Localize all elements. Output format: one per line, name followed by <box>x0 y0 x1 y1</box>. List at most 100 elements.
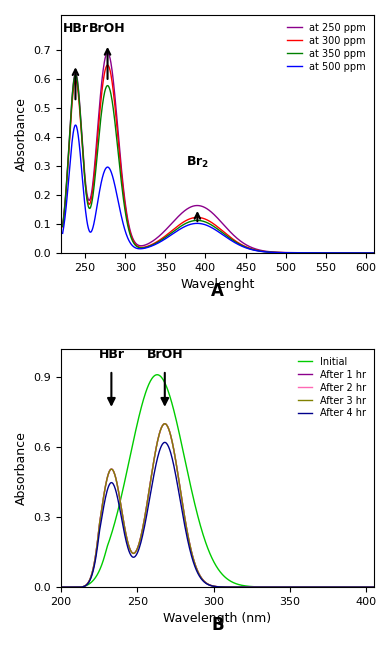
Text: HBr: HBr <box>98 348 124 361</box>
After 2 hr <box>201 576 205 584</box>
at 500 ppm <box>250 246 254 254</box>
at 350 ppm <box>73 71 78 79</box>
Line: After 1 hr: After 1 hr <box>61 424 374 587</box>
After 3 hr <box>201 576 205 584</box>
at 250 ppm <box>297 249 301 256</box>
Line: at 300 ppm: at 300 ppm <box>63 65 374 253</box>
at 350 ppm <box>241 243 246 251</box>
After 3 hr <box>295 583 299 591</box>
Legend: at 250 ppm, at 300 ppm, at 350 ppm, at 500 ppm: at 250 ppm, at 300 ppm, at 350 ppm, at 5… <box>284 20 369 75</box>
at 350 ppm <box>259 247 264 255</box>
After 4 hr <box>372 583 376 591</box>
Initial <box>243 582 248 590</box>
at 500 ppm <box>241 243 246 251</box>
Line: at 350 ppm: at 350 ppm <box>63 75 374 253</box>
at 350 ppm <box>372 249 376 257</box>
Legend: Initial, After 1 hr, After 2 hr, After 3 hr, After 4 hr: Initial, After 1 hr, After 2 hr, After 3… <box>295 354 369 421</box>
After 3 hr <box>114 477 119 485</box>
at 500 ppm <box>60 229 65 237</box>
at 350 ppm <box>297 249 301 256</box>
After 1 hr <box>372 583 376 591</box>
After 3 hr <box>139 530 144 538</box>
at 350 ppm <box>80 138 84 146</box>
Line: After 2 hr: After 2 hr <box>61 424 374 587</box>
at 250 ppm <box>372 249 376 257</box>
Text: BrOH: BrOH <box>147 348 183 361</box>
After 1 hr <box>139 530 144 538</box>
at 350 ppm <box>250 245 254 253</box>
at 250 ppm <box>250 244 254 252</box>
After 2 hr <box>295 583 299 591</box>
After 3 hr <box>372 583 376 591</box>
at 500 ppm <box>328 249 333 257</box>
at 300 ppm <box>241 242 246 250</box>
at 300 ppm <box>372 249 376 257</box>
at 300 ppm <box>60 223 65 231</box>
at 250 ppm <box>60 221 65 229</box>
at 500 ppm <box>372 249 376 257</box>
After 4 hr <box>243 583 248 591</box>
at 500 ppm <box>73 121 78 129</box>
at 350 ppm <box>60 222 65 230</box>
After 2 hr <box>372 583 376 591</box>
After 2 hr <box>59 583 64 591</box>
After 2 hr <box>114 477 119 485</box>
at 500 ppm <box>259 247 264 255</box>
at 300 ppm <box>259 247 264 255</box>
at 300 ppm <box>79 134 84 142</box>
X-axis label: Wavelength (nm): Wavelength (nm) <box>163 612 272 625</box>
at 250 ppm <box>105 49 110 57</box>
After 3 hr <box>59 583 64 591</box>
After 2 hr <box>139 530 144 538</box>
at 350 ppm <box>328 249 333 257</box>
Y-axis label: Absorbance: Absorbance <box>15 431 28 505</box>
After 1 hr <box>163 420 167 428</box>
Line: at 500 ppm: at 500 ppm <box>63 125 374 253</box>
After 2 hr <box>243 583 248 591</box>
at 300 ppm <box>297 249 301 256</box>
After 4 hr <box>201 577 205 585</box>
at 250 ppm <box>259 247 264 254</box>
Line: After 4 hr: After 4 hr <box>61 442 374 587</box>
at 250 ppm <box>328 249 333 256</box>
After 4 hr <box>163 438 167 446</box>
After 3 hr <box>243 583 248 591</box>
Initial <box>139 403 144 410</box>
at 300 ppm <box>105 61 110 69</box>
at 500 ppm <box>297 249 301 257</box>
Initial <box>372 583 376 591</box>
After 4 hr <box>114 489 119 497</box>
Text: $\mathbf{Br_2}$: $\mathbf{Br_2}$ <box>186 155 209 171</box>
Initial <box>155 371 160 379</box>
at 250 ppm <box>79 130 84 137</box>
After 1 hr <box>59 583 64 591</box>
Text: BrOH: BrOH <box>89 22 126 35</box>
After 2 hr <box>163 420 167 428</box>
at 500 ppm <box>80 171 84 179</box>
Line: After 3 hr: After 3 hr <box>61 424 374 587</box>
After 3 hr <box>163 420 167 428</box>
Initial <box>295 583 299 591</box>
at 300 ppm <box>250 245 254 253</box>
Initial <box>114 512 119 520</box>
After 4 hr <box>268 583 273 591</box>
X-axis label: Wavelenght: Wavelenght <box>180 278 255 292</box>
After 4 hr <box>139 536 144 544</box>
Y-axis label: Absorbance: Absorbance <box>15 97 28 171</box>
After 1 hr <box>268 583 273 591</box>
Line: at 250 ppm: at 250 ppm <box>63 53 374 253</box>
After 2 hr <box>268 583 273 591</box>
After 4 hr <box>59 583 64 591</box>
After 4 hr <box>295 583 299 591</box>
at 250 ppm <box>241 239 246 247</box>
After 1 hr <box>114 477 119 485</box>
at 300 ppm <box>328 249 333 257</box>
Text: HBr: HBr <box>62 22 89 35</box>
Initial <box>268 583 273 591</box>
Initial <box>201 531 205 539</box>
Text: A: A <box>211 282 224 300</box>
After 1 hr <box>201 576 205 584</box>
Text: B: B <box>211 616 224 634</box>
After 1 hr <box>243 583 248 591</box>
After 3 hr <box>268 583 273 591</box>
